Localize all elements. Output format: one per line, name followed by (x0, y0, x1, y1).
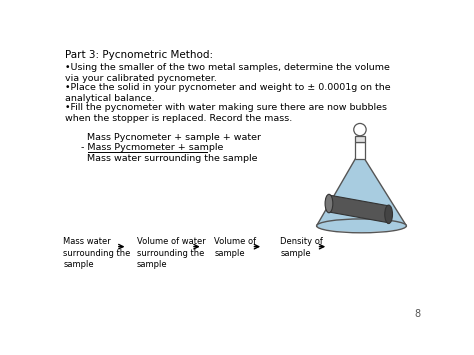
Text: Mass water
surrounding the
sample: Mass water surrounding the sample (63, 237, 130, 269)
Text: Density of
sample: Density of sample (280, 237, 323, 257)
Polygon shape (317, 159, 406, 226)
Ellipse shape (317, 220, 406, 232)
Text: •Fill the pycnometer with water making sure there are now bubbles
when the stopp: •Fill the pycnometer with water making s… (65, 103, 387, 123)
Polygon shape (356, 136, 365, 142)
Text: 8: 8 (414, 309, 420, 319)
Text: Volume of
sample: Volume of sample (214, 237, 256, 257)
Ellipse shape (385, 205, 392, 224)
Ellipse shape (325, 194, 333, 213)
Polygon shape (329, 195, 389, 223)
Text: •Place the solid in your pycnometer and weight to ± 0.0001g on the
analytical ba: •Place the solid in your pycnometer and … (65, 83, 391, 103)
Text: Mass water surrounding the sample: Mass water surrounding the sample (81, 154, 257, 163)
Polygon shape (356, 142, 365, 159)
Circle shape (354, 124, 366, 136)
Text: - Mass Pycmometer + sample: - Mass Pycmometer + sample (81, 143, 223, 152)
Text: Part 3: Pycnometric Method:: Part 3: Pycnometric Method: (65, 50, 214, 60)
Text: •Using the smaller of the two metal samples, determine the volume
via your calib: •Using the smaller of the two metal samp… (65, 62, 390, 83)
Text: Mass Pycnometer + sample + water: Mass Pycnometer + sample + water (81, 133, 261, 142)
Text: Volume of water
surrounding the
sample: Volume of water surrounding the sample (137, 237, 206, 269)
